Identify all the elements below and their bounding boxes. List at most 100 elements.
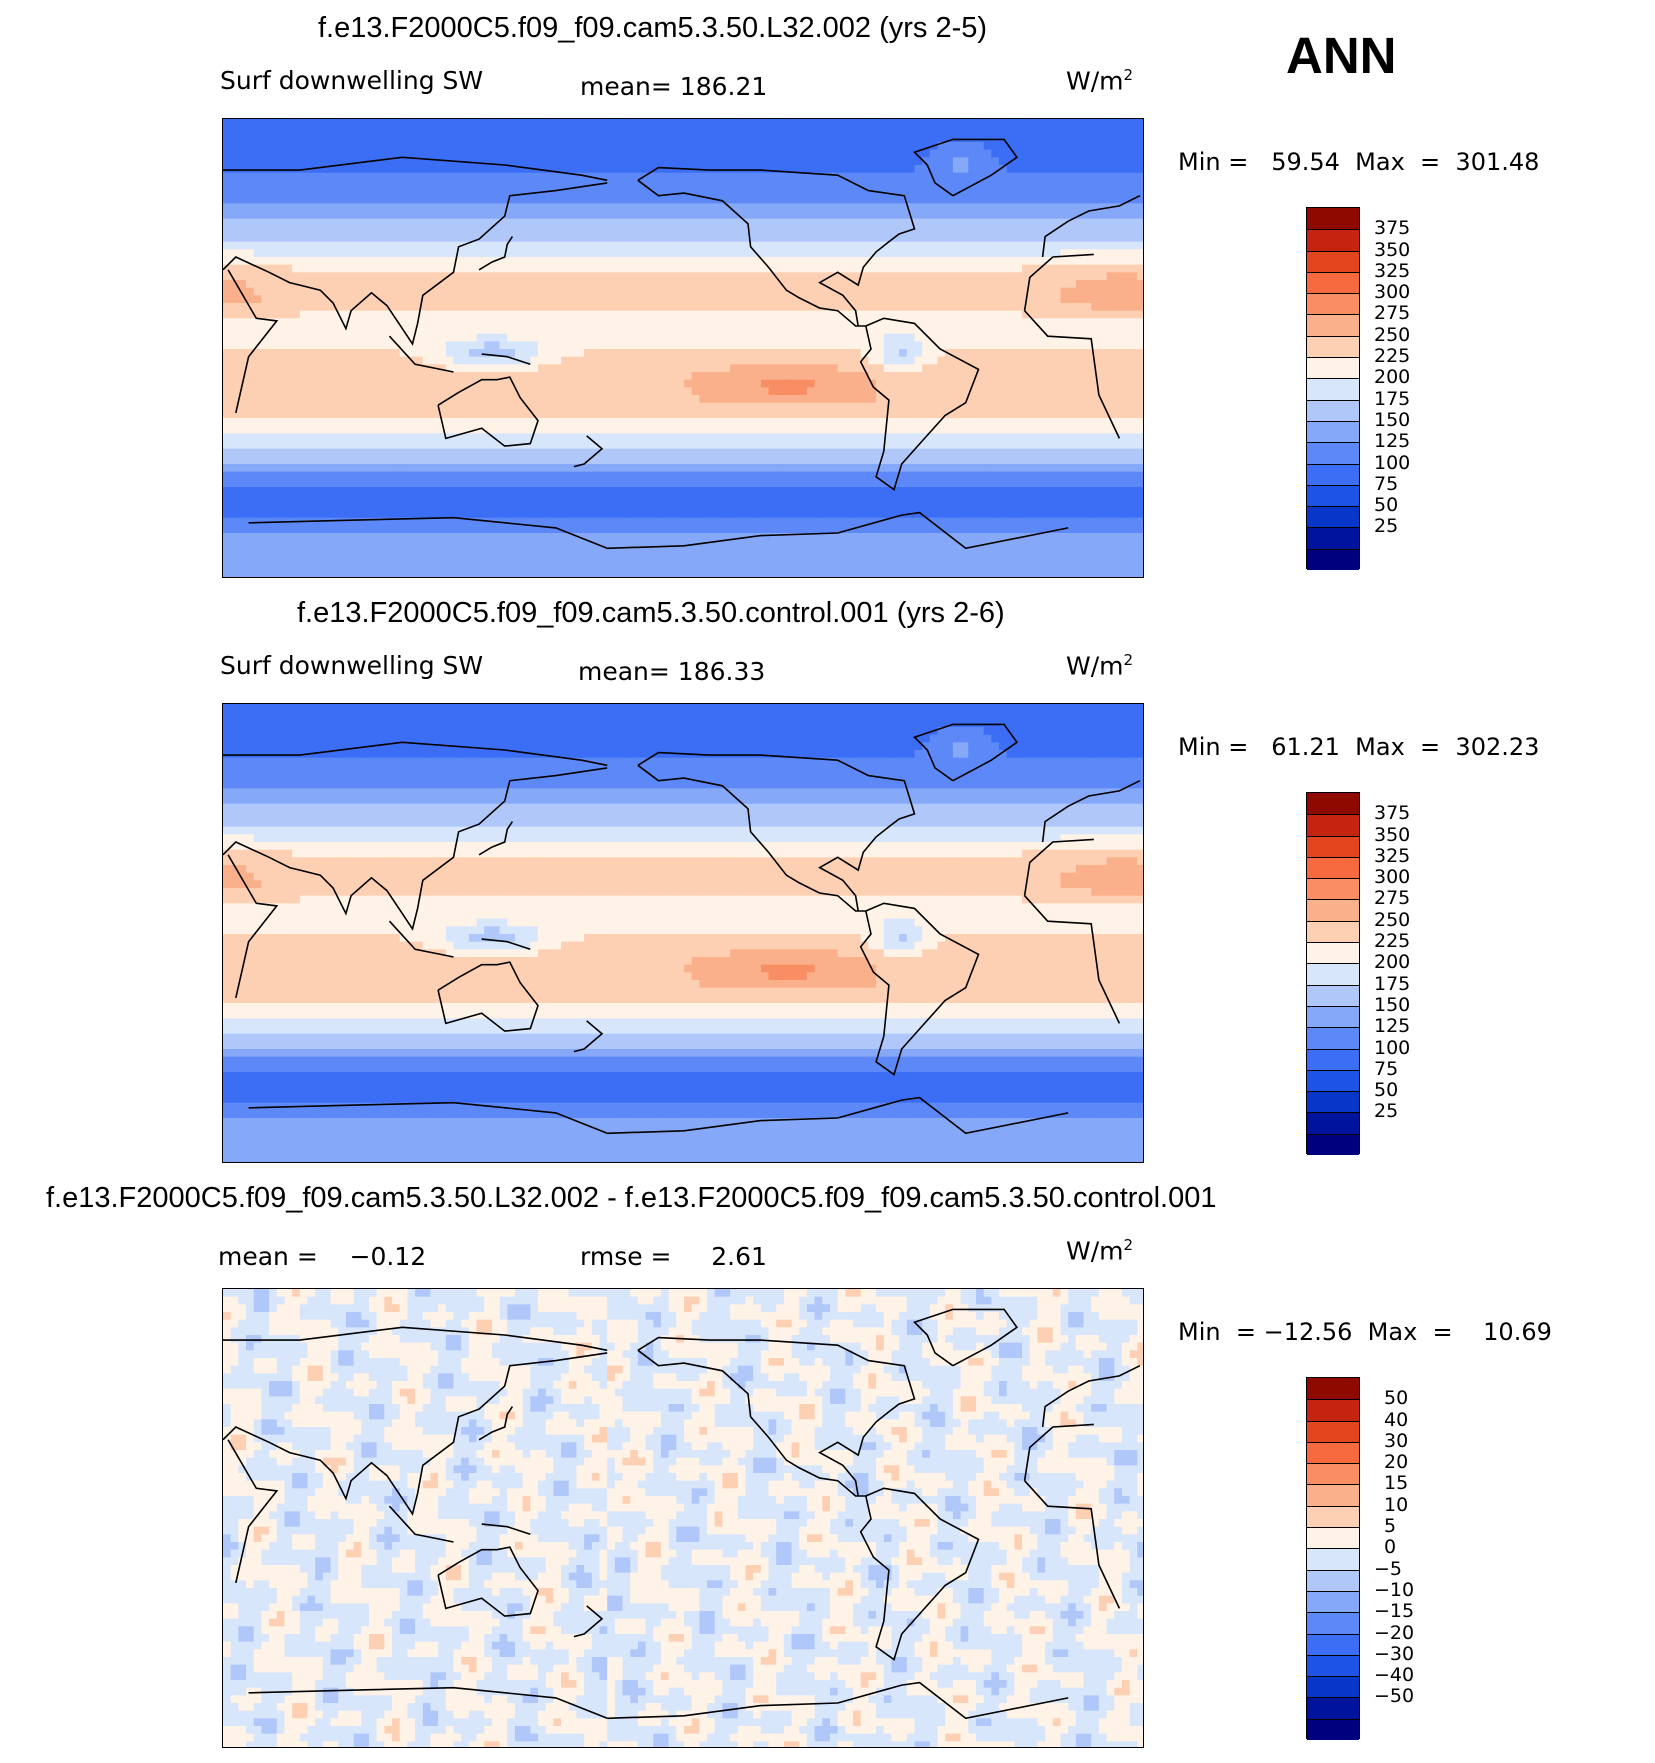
field-cell bbox=[952, 372, 962, 381]
field-cell bbox=[392, 364, 401, 373]
field-cell bbox=[637, 349, 647, 358]
field-cell bbox=[376, 226, 385, 235]
field-cell bbox=[622, 172, 631, 181]
field-cell bbox=[1137, 188, 1143, 197]
field-cell bbox=[684, 257, 693, 266]
field-cell bbox=[1114, 387, 1123, 396]
field-cell bbox=[522, 364, 531, 373]
field-cell bbox=[630, 295, 639, 304]
field-cell bbox=[707, 326, 716, 335]
field-cell bbox=[714, 165, 724, 174]
field-cell bbox=[837, 203, 846, 212]
field-cell bbox=[1052, 364, 1062, 373]
field-cell bbox=[753, 418, 762, 427]
field-cell bbox=[599, 211, 608, 220]
field-cell bbox=[1037, 379, 1046, 388]
field-cell bbox=[507, 195, 516, 204]
field-cell bbox=[599, 188, 608, 197]
field-cell bbox=[768, 195, 777, 204]
field-cell bbox=[591, 326, 601, 335]
field-cell bbox=[253, 180, 263, 189]
field-cell bbox=[568, 372, 578, 381]
field-cell bbox=[983, 287, 992, 296]
field-cell bbox=[776, 425, 785, 434]
field-cell bbox=[499, 349, 508, 358]
field-cell bbox=[307, 295, 316, 304]
field-cell bbox=[584, 387, 593, 396]
field-cell bbox=[922, 295, 931, 304]
field-cell bbox=[261, 195, 270, 204]
field-cell bbox=[538, 172, 547, 181]
field-cell bbox=[614, 433, 624, 442]
field-cell bbox=[1106, 287, 1115, 296]
field-cell bbox=[430, 295, 439, 304]
field-cell bbox=[384, 149, 393, 158]
field-cell bbox=[1060, 379, 1069, 388]
field-cell bbox=[530, 264, 539, 273]
field-cell bbox=[622, 395, 631, 404]
field-cell bbox=[868, 142, 877, 151]
field-cell bbox=[1022, 418, 1031, 427]
field-cell bbox=[1029, 249, 1039, 258]
field-cell bbox=[760, 172, 770, 181]
field-cell bbox=[730, 341, 739, 350]
field-cell bbox=[783, 364, 793, 373]
field-cell bbox=[860, 326, 869, 335]
field-cell bbox=[945, 287, 954, 296]
field-cell bbox=[376, 134, 385, 143]
field-cell bbox=[522, 379, 531, 388]
field-cell bbox=[699, 287, 708, 296]
field-cell bbox=[1029, 257, 1039, 266]
field-cell bbox=[276, 326, 286, 335]
field-cell bbox=[1098, 379, 1108, 388]
field-cell bbox=[415, 203, 424, 212]
field-cell bbox=[491, 211, 501, 220]
field-cell bbox=[476, 226, 485, 235]
field-cell bbox=[975, 234, 985, 243]
field-cell bbox=[545, 157, 554, 166]
field-cell bbox=[730, 234, 739, 243]
field-cell bbox=[799, 387, 808, 396]
field-cell bbox=[299, 234, 309, 243]
field-cell bbox=[461, 295, 470, 304]
field-cell bbox=[307, 310, 316, 319]
field-cell bbox=[576, 326, 585, 335]
field-cell bbox=[1106, 211, 1115, 220]
field-cell bbox=[561, 372, 570, 381]
field-cell bbox=[438, 372, 447, 381]
field-cell bbox=[284, 272, 293, 281]
field-cell bbox=[622, 418, 631, 427]
field-cell bbox=[1068, 226, 1077, 235]
field-cell bbox=[384, 333, 393, 342]
field-cell bbox=[315, 425, 324, 434]
field-cell bbox=[261, 433, 270, 442]
field-cell bbox=[430, 134, 439, 143]
field-cell bbox=[246, 295, 255, 304]
field-cell bbox=[1098, 418, 1108, 427]
field-cell bbox=[484, 418, 493, 427]
field-cell bbox=[1129, 218, 1138, 227]
field-cell bbox=[538, 318, 547, 327]
field-cell bbox=[292, 425, 301, 434]
field-cell bbox=[261, 149, 270, 158]
field-cell bbox=[568, 349, 578, 358]
field-cell bbox=[737, 234, 747, 243]
field-cell bbox=[599, 226, 608, 235]
field-cell bbox=[599, 157, 608, 166]
field-cell bbox=[530, 326, 539, 335]
field-cell bbox=[837, 264, 846, 273]
field-cell bbox=[637, 379, 647, 388]
field-cell bbox=[1137, 425, 1143, 434]
field-cell bbox=[637, 142, 647, 151]
field-cell bbox=[891, 356, 900, 365]
field-cell bbox=[891, 349, 900, 358]
field-cell bbox=[991, 195, 1000, 204]
field-cell bbox=[1029, 402, 1039, 411]
field-cell bbox=[630, 180, 639, 189]
field-cell bbox=[461, 149, 470, 158]
field-cell bbox=[968, 341, 977, 350]
field-cell bbox=[837, 280, 846, 289]
field-cell bbox=[507, 295, 516, 304]
field-cell bbox=[952, 264, 962, 273]
field-cell bbox=[1075, 195, 1085, 204]
